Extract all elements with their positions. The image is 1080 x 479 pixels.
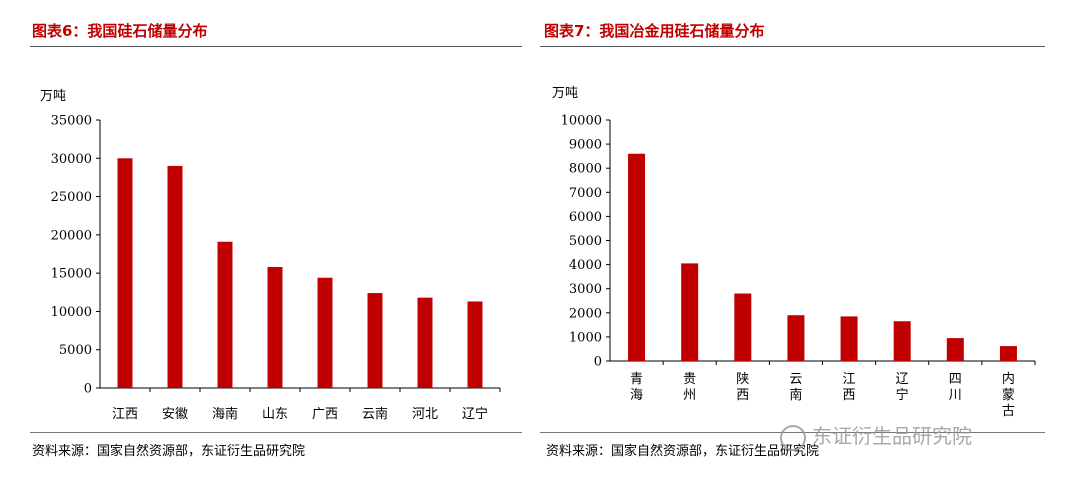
y-tick-label: 5000 — [59, 343, 92, 358]
chart-title: 图表6：我国硅石储量分布 — [32, 22, 208, 40]
y-axis-unit: 万吨 — [552, 86, 578, 101]
y-tick-label: 15000 — [51, 267, 92, 282]
bar — [946, 338, 964, 361]
category-label: 内蒙古 — [1002, 371, 1015, 419]
y-tick-label: 25000 — [51, 190, 92, 205]
category-label: 四川 — [949, 372, 962, 403]
y-tick-label: 20000 — [51, 228, 92, 243]
y-tick-label: 2000 — [569, 306, 602, 321]
y-tick-label: 3000 — [569, 282, 602, 297]
y-tick-label: 8000 — [569, 162, 602, 177]
y-tick-label: 10000 — [51, 305, 92, 320]
category-label: 云南 — [789, 372, 802, 403]
bar-chart-silica-reserves: 万吨 0 5000 10000 15000 20000 25000 30000 35000 江西 安… — [40, 89, 501, 422]
y-tick-label: 30000 — [51, 152, 92, 167]
title-divider — [540, 46, 1045, 47]
wechat-icon — [780, 424, 806, 451]
category-label: 海南 — [212, 406, 238, 422]
y-tick-label: 1000 — [569, 330, 602, 345]
category-label: 贵州 — [683, 372, 696, 403]
bar — [893, 321, 911, 361]
category-label: 山东 — [262, 407, 288, 422]
category-label: 江西 — [112, 407, 138, 422]
bar — [467, 301, 483, 388]
category-label: 陕西 — [736, 372, 749, 403]
chart-panel-right: 图表7：我国冶金用硅石储量分布 万吨 0 1000 2000 3000 4000 5000 6… — [530, 0, 1080, 479]
bar — [417, 297, 433, 388]
chart-title: 图表7：我国冶金用硅石储量分布 — [544, 22, 765, 40]
bar — [681, 263, 699, 361]
category-label: 辽宁 — [462, 406, 488, 422]
category-label: 青海 — [630, 372, 643, 403]
y-tick-label: 4000 — [569, 258, 602, 273]
y-tick-label: 9000 — [569, 138, 602, 153]
y-tick-label: 0 — [594, 355, 602, 370]
category-label: 河北 — [412, 407, 438, 422]
bar — [167, 165, 183, 388]
category-label: 安徽 — [162, 407, 188, 422]
y-axis-unit: 万吨 — [40, 89, 66, 104]
bar — [317, 277, 333, 388]
category-label: 江西 — [843, 372, 856, 403]
watermark-text: 东证衍生品研究院 — [812, 424, 972, 448]
bar-chart-metallurgical-silica-reserves: 万吨 0 1000 2000 3000 4000 5000 6000 7000 8000 9000 1… — [552, 86, 1036, 419]
y-tick-label: 35000 — [51, 114, 92, 129]
bar — [267, 267, 283, 388]
title-divider — [30, 46, 522, 47]
source-note: 资料来源：国家自然资源部，东证衍生品研究院 — [32, 444, 306, 459]
y-tick-label: 7000 — [569, 186, 602, 201]
category-label: 辽宁 — [896, 372, 909, 403]
bar — [787, 315, 805, 361]
y-tick-label: 0 — [84, 382, 92, 397]
bar — [217, 241, 233, 388]
bar — [367, 293, 383, 388]
bar — [734, 293, 752, 361]
chart-panel-left: 图表6：我国硅石储量分布 万吨 0 5000 10000 15000 20000 25000… — [0, 0, 530, 479]
y-tick-label: 5000 — [569, 234, 602, 249]
bar — [628, 153, 646, 361]
category-label: 云南 — [362, 406, 388, 422]
category-label: 广西 — [312, 407, 338, 422]
bar — [840, 316, 858, 361]
bar — [117, 158, 133, 388]
source-note: 资料来源：国家自然资源部，东证衍生品研究院 — [546, 444, 820, 459]
y-tick-label: 10000 — [561, 114, 602, 129]
bar — [999, 346, 1017, 361]
y-tick-label: 6000 — [569, 210, 602, 225]
watermark: 东证衍生品研究院 — [780, 420, 972, 451]
source-divider — [30, 432, 522, 433]
